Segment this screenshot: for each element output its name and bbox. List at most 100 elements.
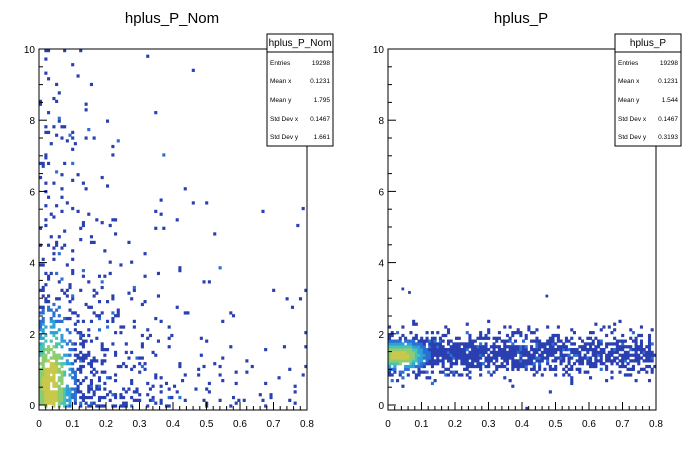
- heatmap-cell: [468, 333, 472, 338]
- heatmap-cell: [543, 342, 547, 346]
- heatmap-cell: [473, 364, 477, 369]
- heatmap-cell: [425, 336, 429, 340]
- heatmap-cell: [71, 271, 75, 276]
- heatmap-cell: [119, 404, 123, 408]
- heatmap-cell: [68, 367, 72, 371]
- heatmap-cell: [607, 342, 611, 346]
- heatmap-cell: [106, 184, 110, 188]
- heatmap-cell: [119, 331, 123, 335]
- heatmap-cell: [398, 347, 402, 352]
- heatmap-cell: [597, 353, 601, 357]
- heatmap-cell: [414, 345, 418, 349]
- heatmap-cell: [586, 347, 590, 352]
- heatmap-cell: [556, 333, 560, 338]
- heatmap-cell: [55, 204, 59, 208]
- heatmap-cell: [513, 345, 518, 349]
- heatmap-cell: [452, 370, 456, 374]
- heatmap-cell: [505, 362, 509, 366]
- heatmap-cell: [164, 381, 169, 386]
- heatmap-cell: [114, 232, 118, 236]
- heatmap-cell: [446, 350, 451, 355]
- heatmap-cell: [41, 257, 45, 261]
- heatmap-cell: [65, 328, 69, 332]
- heatmap-cell: [108, 390, 112, 394]
- heatmap-cell: [594, 350, 598, 355]
- heatmap-cell: [631, 339, 635, 343]
- heatmap-cell: [135, 356, 139, 360]
- heatmap-cell: [390, 373, 394, 377]
- heatmap-cell: [591, 364, 595, 369]
- heatmap-cell: [404, 336, 408, 340]
- heatmap-cell: [417, 373, 421, 377]
- heatmap-cell: [44, 401, 48, 405]
- heatmap-cell: [68, 401, 72, 405]
- heatmap-cell: [39, 342, 43, 346]
- heatmap-cell: [130, 367, 134, 371]
- heatmap-cell: [551, 339, 555, 343]
- stats-value-entries: 19298: [660, 60, 678, 67]
- heatmap-cell: [202, 280, 206, 284]
- heatmap-cell: [460, 359, 464, 363]
- heatmap-cell: [476, 356, 480, 360]
- heatmap-cell: [465, 345, 469, 349]
- heatmap-cell: [111, 393, 115, 397]
- heatmap-cell: [463, 342, 467, 346]
- heatmap-cell: [52, 390, 56, 394]
- heatmap-cell: [511, 345, 515, 349]
- heatmap-cell: [546, 362, 550, 366]
- heatmap-cell: [108, 223, 112, 228]
- heatmap-cell: [406, 367, 410, 371]
- heatmap-cell: [63, 49, 67, 53]
- heatmap-cell: [457, 373, 461, 377]
- heatmap-cell: [441, 370, 445, 374]
- heatmap-cell: [41, 342, 45, 346]
- heatmap-cell: [68, 339, 72, 343]
- heatmap-cell: [452, 353, 456, 357]
- heatmap-cell: [205, 339, 209, 343]
- y-tick-label: 0: [29, 401, 35, 412]
- heatmap-cell: [55, 243, 59, 247]
- heatmap-cell: [457, 347, 461, 352]
- heatmap-cell: [578, 362, 582, 366]
- heatmap-cell: [495, 359, 499, 363]
- heatmap-cell: [551, 350, 555, 355]
- heatmap-cell: [202, 364, 206, 369]
- heatmap-cell: [420, 336, 424, 340]
- x-tick-label: 0.6: [582, 419, 596, 430]
- heatmap-cell: [538, 356, 542, 360]
- heatmap-cell: [487, 319, 491, 323]
- heatmap-cell: [68, 390, 72, 394]
- heatmap-cell: [159, 398, 163, 402]
- heatmap-cell: [63, 404, 67, 408]
- heatmap-cell: [76, 379, 80, 383]
- heatmap-cell: [92, 401, 96, 405]
- heatmap-cell: [76, 314, 80, 318]
- heatmap-cell: [422, 356, 426, 360]
- heatmap-cell: [540, 345, 544, 349]
- heatmap-cell: [610, 362, 614, 366]
- heatmap-cell: [39, 376, 43, 380]
- heatmap-cell: [388, 345, 392, 349]
- heatmap-cell: [79, 370, 83, 374]
- heatmap-cell: [388, 362, 392, 366]
- heatmap-cell: [221, 319, 225, 323]
- heatmap-cell: [530, 347, 534, 352]
- heatmap-cell: [645, 364, 649, 369]
- heatmap-cell: [473, 339, 477, 343]
- heatmap-cell: [60, 381, 64, 386]
- heatmap-cell: [71, 63, 75, 67]
- heatmap-cell: [465, 359, 469, 363]
- heatmap-cell: [530, 353, 534, 357]
- heatmap-cell: [487, 347, 491, 352]
- heatmap-cell: [111, 297, 115, 301]
- heatmap-cell: [396, 362, 400, 366]
- heatmap-cell: [570, 350, 574, 355]
- heatmap-cell: [642, 359, 646, 363]
- heatmap-cell: [623, 359, 627, 363]
- heatmap-cell: [73, 393, 77, 397]
- heatmap-cell: [463, 347, 467, 352]
- heatmap-cell: [79, 336, 83, 340]
- heatmap-cell: [47, 395, 51, 400]
- heatmap-cell: [599, 339, 603, 343]
- heatmap-cell: [460, 373, 464, 377]
